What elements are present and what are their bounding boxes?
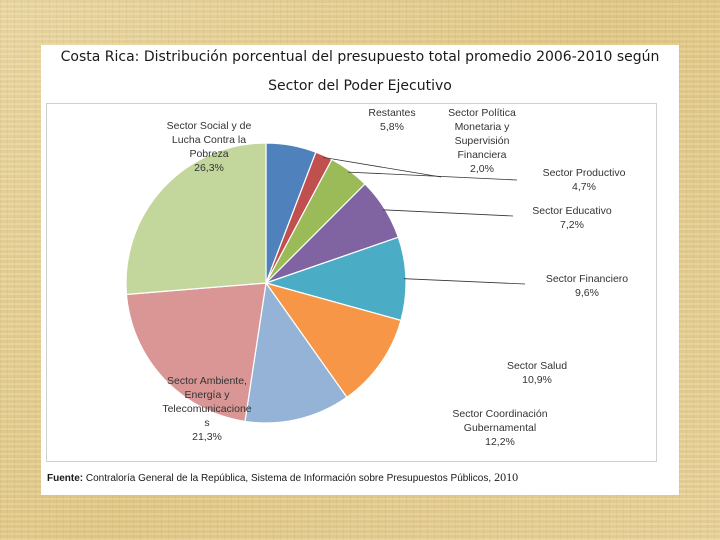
slice-label-5: Sector Financiero 9,6%: [512, 272, 662, 300]
slice-name-line: Pobreza: [189, 148, 229, 160]
slice-name-line: Restantes: [368, 107, 416, 119]
slice-value-label: 12,2%: [485, 436, 515, 448]
slice-name-line: Sector Financiero: [545, 273, 629, 285]
slice-name-line: Lucha Contra la: [171, 134, 247, 146]
source-note: Fuente: Contraloría General de la Repúbl…: [47, 470, 518, 485]
source-text: Contraloría General de la República, Sis…: [83, 473, 492, 484]
slice-name-line: Supervisión: [454, 135, 510, 147]
source-year: 2010: [491, 470, 519, 484]
source-prefix: Fuente:: [47, 473, 84, 484]
slice-name-line: Gubernamental: [463, 422, 537, 434]
slide: Costa Rica: Distribución porcentual del …: [41, 45, 679, 495]
slice-label-8: Sector Ambiente, Energía y Telecomunicacio…: [132, 374, 282, 444]
slice-label-9: Sector Social y de Lucha Contra la Pobreza…: [139, 119, 279, 175]
pie-chart: [125, 142, 526, 424]
slice-name-line: Sector Coordinación: [452, 408, 548, 420]
slice-name-line: Sector Ambiente,: [167, 375, 247, 387]
slice-name-line: Telecomunicacione: [162, 403, 252, 415]
leader-line-2: [323, 157, 442, 178]
slice-value-label: 21,3%: [192, 431, 222, 443]
slice-name-line: Sector Salud: [506, 360, 568, 372]
slice-label-6: Sector Salud 10,9%: [477, 359, 597, 387]
slice-value-label: 7,2%: [560, 219, 584, 231]
slice-value-label: 4,7%: [572, 181, 596, 193]
pie-slice-7: [244, 281, 348, 424]
slice-name-line: Sector Productivo: [542, 167, 626, 179]
chart-subtitle: Sector del Poder Ejecutivo: [268, 78, 452, 94]
pie-slice-9: [125, 142, 267, 296]
slice-label-2: Sector Política Monetaria y Supervisión Fin…: [427, 106, 537, 176]
chart-title: Costa Rica: Distribución porcentual del …: [60, 49, 660, 65]
slice-name-line: s: [204, 417, 210, 429]
slice-name-line: Sector Política: [448, 107, 516, 119]
leader-line-4: [382, 209, 514, 217]
pie-slice-6: [264, 281, 402, 399]
slice-label-3: Sector Productivo 4,7%: [509, 166, 659, 194]
slice-value-label: 10,9%: [522, 374, 552, 386]
slice-name-line: Sector Educativo: [532, 205, 612, 217]
slice-name-line: Monetaria y: [454, 121, 510, 133]
slice-value-label: 5,8%: [380, 121, 404, 133]
leader-line-5: [403, 278, 526, 285]
slice-value-label: 9,6%: [575, 287, 599, 299]
slice-name-line: Energía y: [184, 389, 230, 401]
slice-name-line: Sector Social y de: [166, 120, 252, 132]
slice-name-line: Financiera: [457, 149, 507, 161]
slice-value-label: 2,0%: [470, 163, 494, 175]
slice-label-1: Restantes 5,8%: [342, 106, 442, 134]
slice-value-label: 26,3%: [194, 162, 224, 174]
pie-slice-8: [125, 282, 267, 423]
slice-label-7: Sector Coordinación Gubernamental 12,2%: [415, 407, 585, 449]
leader-line-3: [348, 171, 518, 181]
slice-label-4: Sector Educativo 7,2%: [497, 204, 647, 232]
